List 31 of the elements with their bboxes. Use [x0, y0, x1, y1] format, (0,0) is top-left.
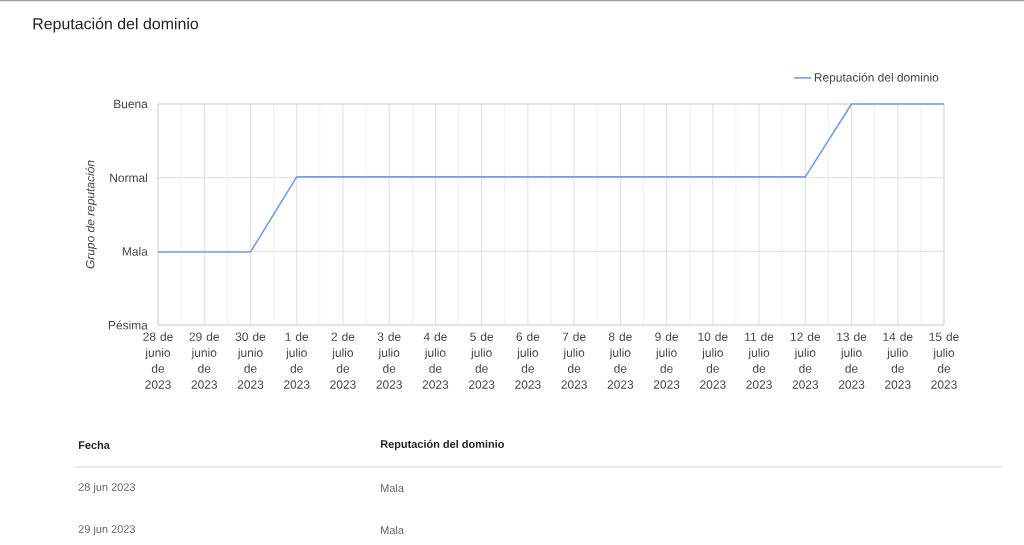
text: Mala	[381, 525, 404, 535]
chart-title: Reputación del dominio	[33, 17, 199, 33]
x-tick-label: 6 de julio de 2023	[515, 332, 541, 389]
x-tick-label: 13 de julio de 2023	[837, 332, 867, 389]
text: Mala	[381, 483, 404, 493]
x-tick-label: 8 de julio de 2023	[607, 332, 634, 389]
x-tick-label: 7 de julio de 2023	[561, 332, 587, 389]
x-tick-label: 3 de julio de 2023	[376, 332, 402, 389]
text: 28 jun 2023	[78, 482, 135, 494]
x-tick-label: 2 de julio de 2023	[330, 332, 356, 389]
x-tick-label: 10 de julio de 2023	[698, 332, 728, 389]
x-tick-label: 28 de junio de 2023	[143, 332, 173, 389]
x-tick-label: 29 de junio de 2023	[189, 332, 219, 389]
x-tick-label: 4 de julio de 2023	[422, 332, 449, 389]
text: Fecha	[78, 440, 110, 450]
text: 29 jun 2023	[78, 524, 135, 536]
x-tick-label: 1 de julio de 2023	[284, 332, 310, 389]
x-tick-label: 9 de julio de 2023	[653, 332, 680, 389]
x-tick-label: 30 de junio de 2023	[235, 332, 266, 389]
category-label: Normal	[110, 173, 148, 183]
x-tick-label: 15 de julio de 2023	[929, 332, 959, 389]
category-label: Pésima	[108, 320, 148, 330]
category-label: Mala	[122, 246, 148, 256]
text: Reputación del dominio	[380, 439, 504, 451]
category-label: Buena	[114, 99, 148, 109]
legend-label: Reputación del dominio	[814, 72, 939, 85]
y-axis-title: Grupo de reputación	[85, 160, 97, 269]
x-tick-label: 11 de julio de 2023	[745, 332, 774, 389]
x-tick-label: 5 de julio de 2023	[468, 332, 495, 389]
x-tick-label: 12 de julio de 2023	[790, 332, 821, 389]
x-tick-label: 14 de julio de 2023	[883, 332, 913, 389]
